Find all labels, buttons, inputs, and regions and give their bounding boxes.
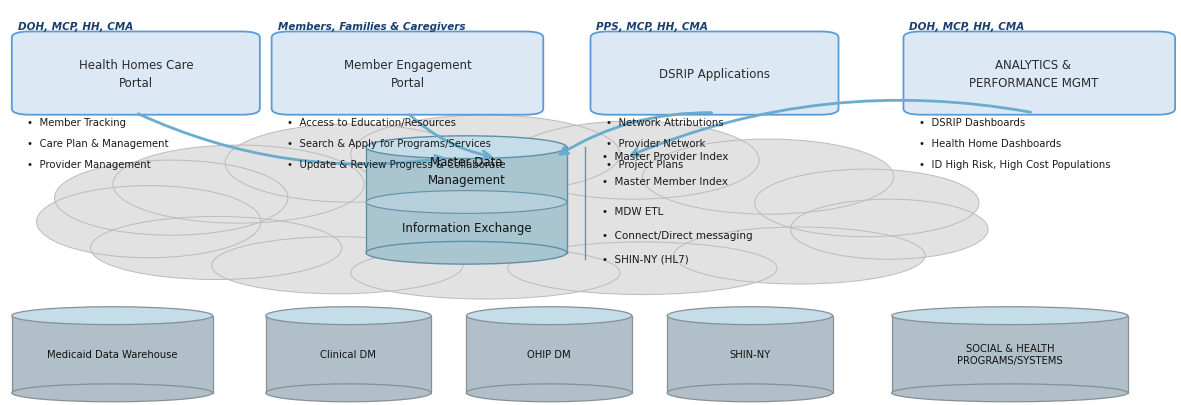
Text: ANALYTICS &
PERFORMANCE MGMT: ANALYTICS & PERFORMANCE MGMT [968, 58, 1098, 90]
Text: Information Exchange: Information Exchange [402, 221, 531, 234]
Bar [466, 316, 632, 393]
Bar [667, 316, 833, 393]
Ellipse shape [674, 227, 925, 284]
Text: •  Project Plans: • Project Plans [606, 160, 684, 170]
Ellipse shape [790, 200, 988, 260]
Ellipse shape [113, 146, 364, 224]
FancyBboxPatch shape [590, 32, 839, 115]
Ellipse shape [667, 307, 833, 325]
Text: OHIP DM: OHIP DM [528, 350, 570, 359]
Text: Member Engagement
Portal: Member Engagement Portal [344, 58, 471, 90]
Ellipse shape [366, 136, 567, 159]
Ellipse shape [642, 140, 894, 215]
Text: •  DSRIP Dashboards: • DSRIP Dashboards [919, 117, 1025, 128]
Text: Health Homes Care
Portal: Health Homes Care Portal [78, 58, 194, 90]
Text: •  Member Tracking: • Member Tracking [27, 117, 126, 128]
Ellipse shape [12, 307, 213, 325]
Text: SOCIAL & HEALTH
PROGRAMS/SYSTEMS: SOCIAL & HEALTH PROGRAMS/SYSTEMS [957, 343, 1063, 366]
Text: SHIN-NY: SHIN-NY [730, 350, 770, 359]
Ellipse shape [54, 161, 288, 236]
Text: DSRIP Applications: DSRIP Applications [659, 67, 770, 81]
Text: •  Provider Network: • Provider Network [606, 139, 705, 149]
Ellipse shape [351, 116, 620, 194]
Text: •  Provider Management: • Provider Management [27, 160, 151, 170]
Text: •  MDW ETL: • MDW ETL [602, 207, 664, 217]
Ellipse shape [508, 122, 759, 200]
Ellipse shape [667, 384, 833, 402]
Ellipse shape [12, 384, 213, 402]
Ellipse shape [351, 247, 620, 299]
Text: •  Master Provider Index: • Master Provider Index [602, 152, 729, 162]
Ellipse shape [194, 162, 822, 267]
Ellipse shape [755, 170, 979, 237]
Text: •  ID High Risk, High Cost Populations: • ID High Risk, High Cost Populations [919, 160, 1110, 170]
Text: •  Search & Apply for Programs/Services: • Search & Apply for Programs/Services [287, 139, 491, 149]
Ellipse shape [366, 242, 567, 264]
FancyBboxPatch shape [272, 32, 543, 115]
Bar [366, 148, 567, 253]
Ellipse shape [466, 307, 632, 325]
Text: •  Access to Education/Resources: • Access to Education/Resources [287, 117, 456, 128]
Text: Master Data
Management: Master Data Management [428, 156, 505, 187]
Ellipse shape [892, 384, 1128, 402]
Bar [266, 316, 431, 393]
Ellipse shape [91, 217, 341, 280]
Text: •  Care Plan & Management: • Care Plan & Management [27, 139, 169, 149]
Ellipse shape [266, 307, 431, 325]
Ellipse shape [508, 242, 777, 295]
Text: •  Master Member Index: • Master Member Index [602, 177, 729, 187]
Text: •  Health Home Dashboards: • Health Home Dashboards [919, 139, 1061, 149]
Text: Medicaid Data Warehouse: Medicaid Data Warehouse [47, 350, 177, 359]
Text: Clinical DM: Clinical DM [320, 350, 377, 359]
Ellipse shape [266, 384, 431, 402]
Text: •  SHIN-NY (HL7): • SHIN-NY (HL7) [602, 254, 689, 264]
Text: •  Connect/Direct messaging: • Connect/Direct messaging [602, 230, 753, 240]
Ellipse shape [366, 191, 567, 214]
Ellipse shape [226, 125, 476, 202]
Ellipse shape [37, 186, 261, 258]
Ellipse shape [466, 384, 632, 402]
Ellipse shape [211, 237, 463, 294]
Text: •  Network Attributions: • Network Attributions [606, 117, 724, 128]
FancyBboxPatch shape [903, 32, 1175, 115]
Ellipse shape [892, 307, 1128, 325]
Text: PPS, MCP, HH, CMA: PPS, MCP, HH, CMA [596, 22, 709, 32]
Text: Members, Families & Caregivers: Members, Families & Caregivers [278, 22, 465, 32]
Text: DOH, MCP, HH, CMA: DOH, MCP, HH, CMA [18, 22, 133, 32]
FancyBboxPatch shape [12, 32, 260, 115]
Bar [12, 316, 213, 393]
Text: •  Update & Review Progress & Collaborate: • Update & Review Progress & Collaborate [287, 160, 505, 170]
Bar [892, 316, 1128, 393]
Text: DOH, MCP, HH, CMA: DOH, MCP, HH, CMA [909, 22, 1025, 32]
